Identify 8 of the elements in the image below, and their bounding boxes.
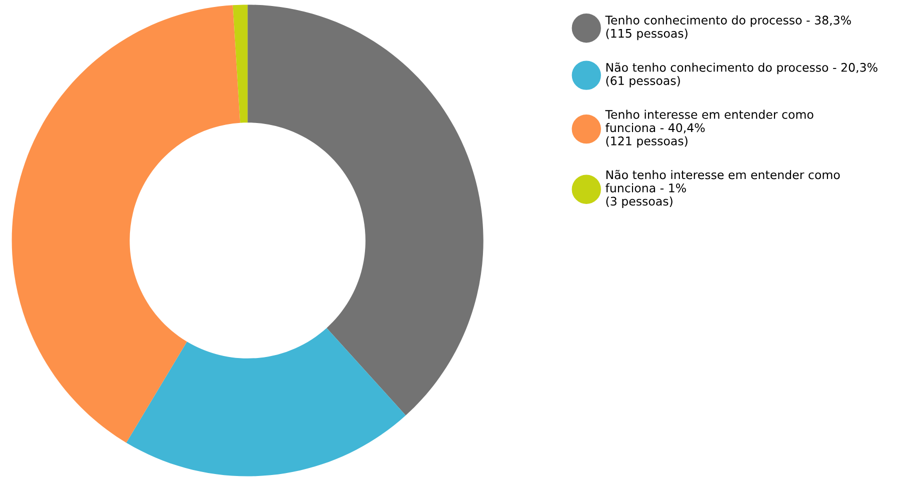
- legend-label: Tenho interesse em entender como funciona - 40,4% (121 pessoas): [605, 110, 814, 148]
- legend-label: Tenho conhecimento do processo - 38,3% (115 pessoas): [605, 15, 851, 40]
- donut-slice: [248, 4, 484, 416]
- legend-label: Não tenho conhecimento do processo - 20,3% (61 pessoas): [606, 62, 878, 88]
- donut-slice: [12, 5, 240, 443]
- donut-slice: [232, 4, 248, 123]
- donut-slice: [126, 328, 406, 476]
- legend-label: Não tenho interesse em entender como funciona - 1% (3 pessoas): [606, 170, 840, 208]
